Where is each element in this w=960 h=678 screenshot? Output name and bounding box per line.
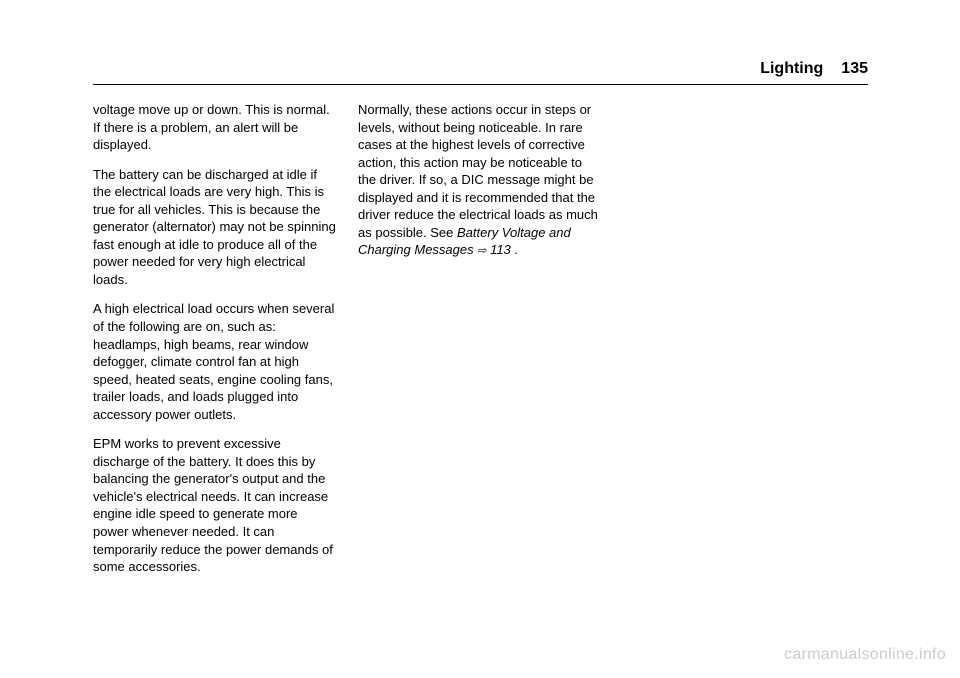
- column-1: voltage move up or down. This is normal.…: [93, 101, 336, 588]
- page-header: Lighting 135: [93, 60, 868, 85]
- section-title: Lighting: [760, 60, 823, 78]
- paragraph: voltage move up or down. This is normal.…: [93, 101, 336, 154]
- paragraph-end: .: [511, 242, 518, 257]
- cross-reference-page: 113: [486, 242, 510, 257]
- watermark: carmanualsonline.info: [784, 646, 946, 664]
- column-2: Normally, these actions occur in steps o…: [358, 101, 601, 588]
- page-content: Lighting 135 voltage move up or down. Th…: [93, 60, 868, 588]
- paragraph: The battery can be discharged at idle if…: [93, 166, 336, 289]
- column-3: [623, 101, 866, 588]
- paragraph: A high electrical load occurs when sever…: [93, 300, 336, 423]
- paragraph: EPM works to prevent excessive discharge…: [93, 435, 336, 575]
- page-number: 135: [841, 60, 868, 78]
- paragraph: Normally, these actions occur in steps o…: [358, 101, 601, 259]
- text-columns: voltage move up or down. This is normal.…: [93, 101, 868, 588]
- paragraph-text: Normally, these actions occur in steps o…: [358, 102, 598, 240]
